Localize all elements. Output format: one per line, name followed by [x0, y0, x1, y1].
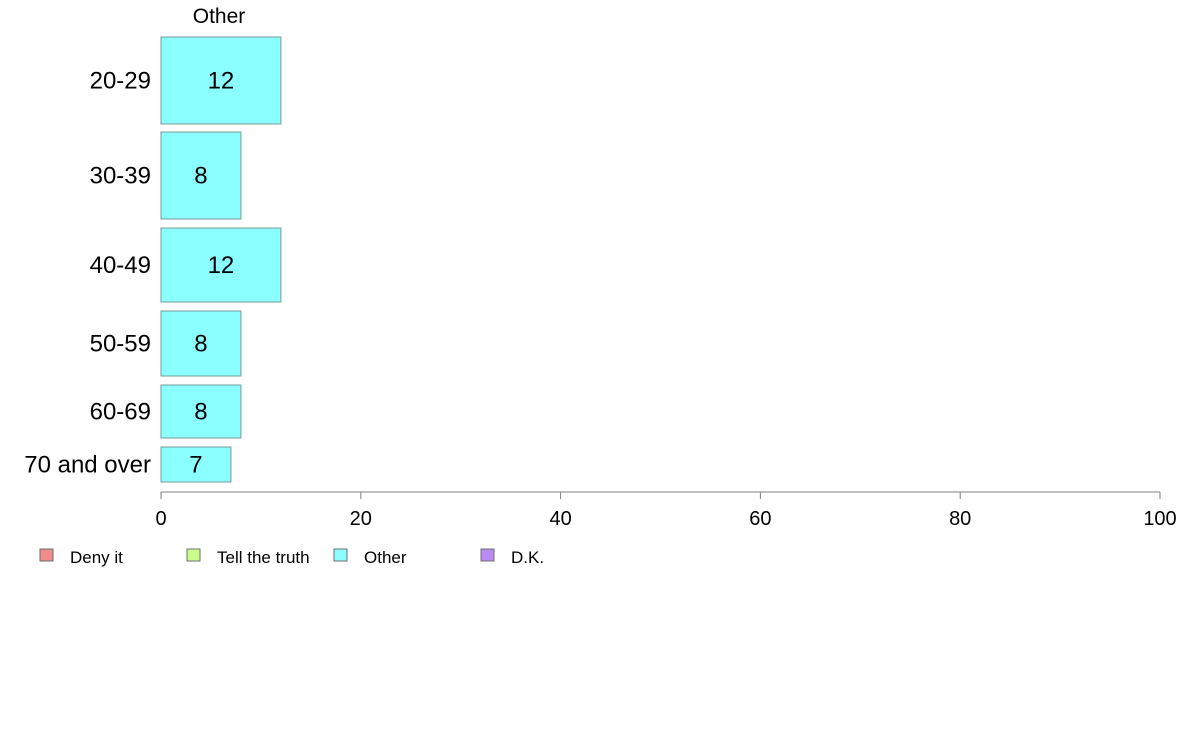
data-label: 7 [189, 452, 202, 479]
legend-label: Deny it [70, 548, 123, 567]
x-tick-label: 80 [949, 508, 971, 530]
x-axis: 0 20 40 60 80 100 [155, 491, 1177, 530]
legend-label: D.K. [511, 548, 544, 567]
category-label: 20-29 [90, 68, 151, 95]
legend-swatch [333, 548, 348, 562]
bar-other [160, 131, 242, 220]
category-labels: 20-29 30-39 40-49 50-59 60-69 70 and over [24, 68, 151, 479]
bar-other [160, 446, 232, 483]
legend-swatch [186, 548, 201, 562]
column-header: Other [193, 5, 246, 28]
data-label: 8 [194, 331, 207, 358]
bar-other [160, 227, 282, 303]
category-label: 60-69 [90, 399, 151, 426]
data-label: 8 [194, 399, 207, 426]
value-labels: 12 8 12 8 8 7 [189, 68, 234, 479]
category-label: 40-49 [90, 252, 151, 279]
category-label: 50-59 [90, 331, 151, 358]
legend: Deny it Tell the truth Other D.K. [39, 548, 544, 567]
category-label: 70 and over [24, 452, 151, 479]
bars [160, 36, 282, 483]
legend-label: Other [364, 548, 407, 567]
legend-label: Tell the truth [217, 548, 310, 567]
bar-other [160, 384, 242, 439]
data-label: 8 [194, 163, 207, 190]
category-label: 30-39 [90, 163, 151, 190]
x-tick-label: 60 [749, 508, 771, 530]
bar-other [160, 310, 242, 377]
data-label: 12 [208, 252, 235, 279]
x-tick-label: 40 [549, 508, 571, 530]
x-tick-label: 100 [1143, 508, 1176, 530]
legend-swatch [39, 548, 54, 562]
legend-swatch [480, 548, 495, 562]
x-tick-label: 0 [155, 508, 166, 530]
x-tick-label: 20 [350, 508, 372, 530]
bar-other [160, 36, 282, 125]
data-label: 12 [208, 68, 235, 95]
